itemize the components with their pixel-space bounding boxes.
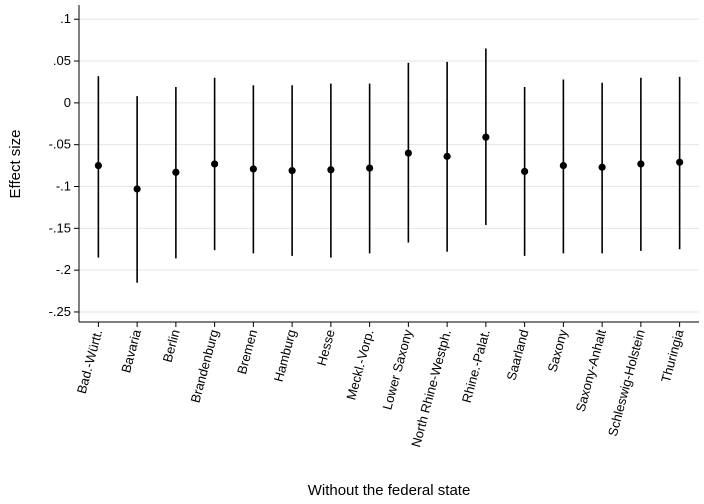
y-axis-label: Effect size [7,130,24,199]
point [443,152,451,160]
point [676,158,684,166]
point [598,163,606,171]
point [133,185,141,193]
y-tick-label: 0 [64,95,71,110]
y-tick-label: .05 [53,53,71,68]
y-tick-label: -.05 [49,137,71,152]
y-tick-label: -.25 [49,304,71,319]
y-tick-label: -.1 [56,179,71,194]
point [327,166,335,174]
point [366,164,374,172]
y-tick-label: -.2 [56,262,71,277]
y-tick-label: .1 [60,11,71,26]
point [211,160,219,168]
x-axis-label: Without the federal state [308,482,471,499]
point [172,168,180,176]
point [559,161,567,170]
point [288,167,296,175]
point [94,161,102,170]
point [482,133,490,141]
point [637,160,645,168]
point [521,167,529,176]
y-tick-label: -.15 [49,220,71,235]
point [249,165,257,173]
point [404,149,412,157]
